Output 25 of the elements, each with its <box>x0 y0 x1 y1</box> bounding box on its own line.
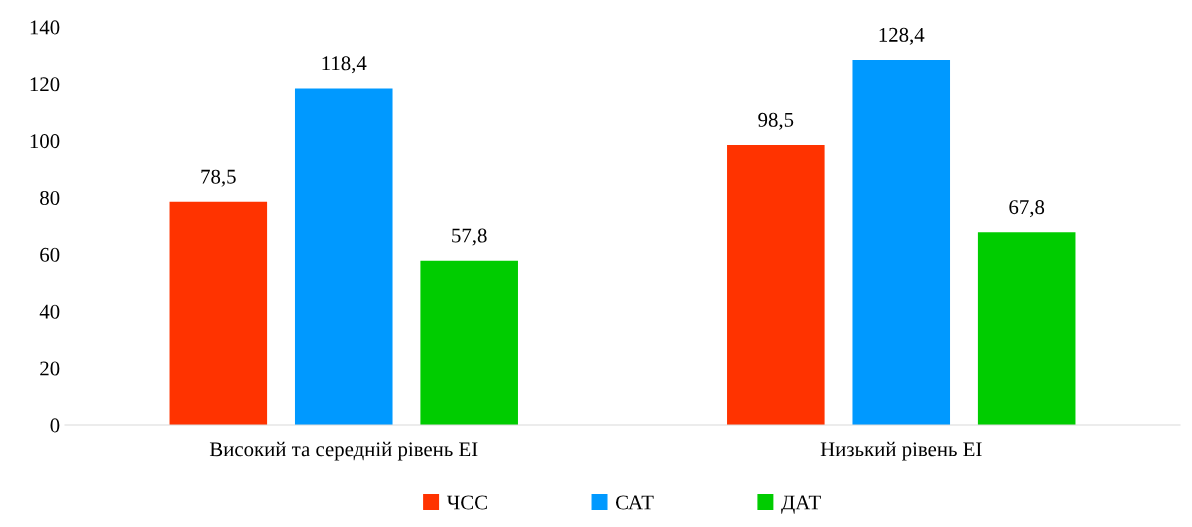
bar <box>727 144 825 425</box>
x-tick-label: Низький рівень ЕІ <box>820 441 982 461</box>
y-tick-label: 40 <box>39 304 60 319</box>
y-tick-label: 60 <box>40 247 60 262</box>
bar <box>294 88 393 425</box>
bar <box>169 201 268 425</box>
y-tick-label: 140 <box>30 20 60 35</box>
data-label: 57,8 <box>452 228 487 246</box>
y-tick-label: 100 <box>30 134 60 149</box>
bar <box>977 232 1076 425</box>
y-tick-label: 120 <box>30 77 60 92</box>
legend-label: ДАТ <box>781 495 821 514</box>
data-label: 118,4 <box>322 56 367 74</box>
data-label: 78,5 <box>201 169 236 187</box>
data-label: 128,4 <box>879 27 925 45</box>
x-tick-label: Високий та середній рівень ЕІ <box>209 441 478 461</box>
y-tick-label: 20 <box>40 361 60 376</box>
bar <box>420 260 518 425</box>
y-tick-label: 80 <box>40 190 60 205</box>
bar <box>852 59 951 425</box>
legend-label: ЧСС <box>446 495 487 510</box>
data-label: 67,8 <box>1009 200 1045 218</box>
y-tick-label: 0 <box>50 418 60 433</box>
data-label: 98,5 <box>758 112 794 130</box>
legend-label: САТ <box>616 495 654 510</box>
